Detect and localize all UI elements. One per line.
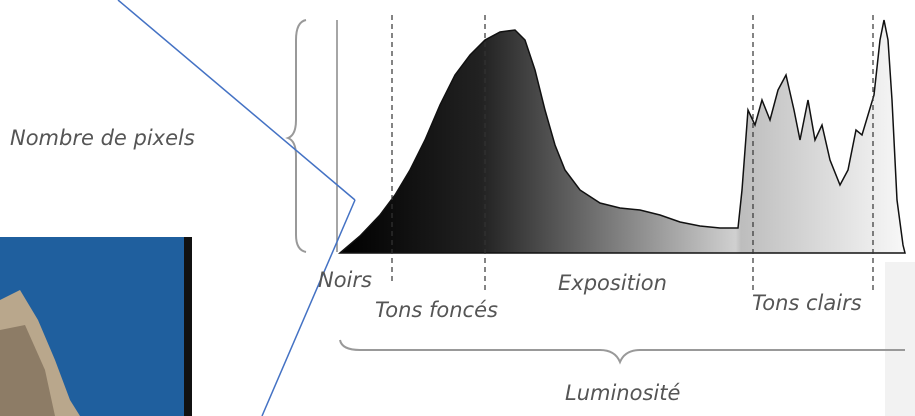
pointer-line xyxy=(262,200,355,416)
brace-left xyxy=(288,20,306,252)
zone-label: Tons foncés xyxy=(375,298,498,322)
zone-label: Noirs xyxy=(318,268,372,292)
y-axis-label: Nombre de pixels xyxy=(10,126,195,150)
histogram xyxy=(340,20,905,253)
brace-bottom xyxy=(340,340,905,362)
zone-label: Exposition xyxy=(558,271,667,295)
pointer-line xyxy=(118,0,355,200)
diagram: Nombre de pixels Noirs Tons foncés Expos… xyxy=(0,0,915,416)
panel xyxy=(885,262,915,416)
page: Nombre de pixels Noirs Tons foncés Expos… xyxy=(0,0,915,416)
zone-label: Tons clairs xyxy=(752,291,862,315)
photo-thumbnail xyxy=(0,237,192,416)
x-axis-label: Luminosité xyxy=(565,381,680,405)
